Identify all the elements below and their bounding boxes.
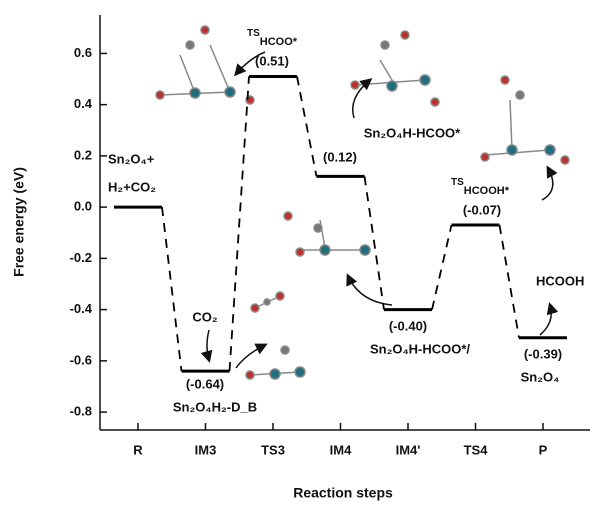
arrows bbox=[200, 51, 559, 369]
annotation-sup: TS bbox=[247, 28, 260, 39]
y-tick-label: 0.0 bbox=[74, 199, 92, 214]
molecules bbox=[155, 25, 570, 380]
y-tick-label: -0.2 bbox=[70, 250, 92, 265]
x-tick-label: TS3 bbox=[261, 442, 285, 457]
x-tick-label: IM3 bbox=[195, 442, 217, 457]
y-tick-label: -0.6 bbox=[70, 352, 92, 367]
x-tick-label: P bbox=[539, 442, 548, 457]
annotation: Sn₂O₄H-HCOO* bbox=[364, 125, 461, 140]
x-tick-label: TS4 bbox=[464, 442, 489, 457]
annotation: TSHCOO* bbox=[247, 28, 298, 48]
y-axis-label: Free energy (eV) bbox=[11, 167, 27, 277]
y-tick-label: -0.4 bbox=[70, 301, 93, 316]
x-axis-label: Reaction steps bbox=[293, 485, 393, 501]
annotation: HCOOH bbox=[536, 273, 584, 288]
y-tick-label: -0.8 bbox=[70, 404, 92, 419]
y-tick-label: 0.6 bbox=[74, 45, 92, 60]
annotation: H₂+CO₂ bbox=[108, 179, 156, 194]
x-tick-label: IM4 bbox=[330, 442, 352, 457]
y-tick-label: 0.4 bbox=[74, 96, 93, 111]
annotation-sup: TS bbox=[451, 177, 464, 188]
annotation-sub: HCOO* bbox=[260, 36, 298, 48]
annotation: CO₂ bbox=[192, 309, 218, 324]
annotation: Sn₂O₄H-HCOO*/ bbox=[370, 341, 470, 356]
connector bbox=[296, 76, 318, 177]
annotation: (-0.07) bbox=[463, 202, 501, 217]
annotation: Sn₂O₄H₂-D_B bbox=[173, 399, 257, 414]
annotation: TSHCOOH* bbox=[451, 177, 510, 197]
annotation: (0.51) bbox=[255, 53, 289, 68]
annotation: (0.12) bbox=[323, 149, 357, 164]
y-tick-label: 0.2 bbox=[74, 147, 92, 162]
connector bbox=[431, 224, 453, 310]
annotation: (-0.40) bbox=[389, 318, 427, 333]
connector bbox=[161, 207, 183, 372]
annotation: Sn₂O₄ bbox=[521, 369, 560, 384]
x-tick-label: R bbox=[133, 442, 143, 457]
connector bbox=[228, 76, 250, 372]
annotation: Sn₂O₄+ bbox=[108, 151, 155, 166]
annotation: (-0.64) bbox=[186, 376, 224, 391]
annotation: (-0.39) bbox=[524, 346, 562, 361]
connector bbox=[363, 176, 385, 310]
x-tick-label: IM4' bbox=[396, 442, 421, 457]
connector bbox=[498, 224, 520, 338]
annotation-sub: HCOOH* bbox=[464, 185, 510, 197]
